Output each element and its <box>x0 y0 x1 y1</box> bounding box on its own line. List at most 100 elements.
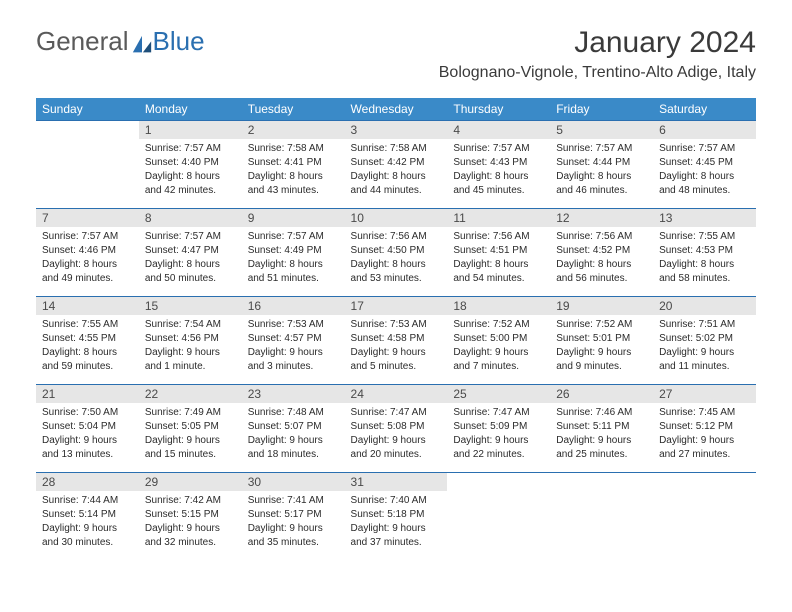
date-number: 28 <box>36 473 139 492</box>
sunrise-text: Sunrise: 7:50 AM <box>42 406 133 420</box>
day-detail-row: Sunrise: 7:57 AMSunset: 4:46 PMDaylight:… <box>36 227 756 297</box>
day1-text: Daylight: 8 hours <box>659 170 750 184</box>
date-number <box>36 121 139 140</box>
date-number: 31 <box>345 473 448 492</box>
sunrise-text: Sunrise: 7:54 AM <box>145 318 236 332</box>
day2-text: and 58 minutes. <box>659 272 750 286</box>
sunrise-text: Sunrise: 7:55 AM <box>659 230 750 244</box>
day1-text: Daylight: 8 hours <box>556 170 647 184</box>
day1-text: Daylight: 9 hours <box>659 434 750 448</box>
day1-text: Daylight: 9 hours <box>42 434 133 448</box>
brand-part2: Blue <box>153 26 205 57</box>
day-cell: Sunrise: 7:40 AMSunset: 5:18 PMDaylight:… <box>345 491 448 560</box>
day2-text: and 53 minutes. <box>351 272 442 286</box>
day2-text: and 13 minutes. <box>42 448 133 462</box>
day-cell: Sunrise: 7:51 AMSunset: 5:02 PMDaylight:… <box>653 315 756 385</box>
day1-text: Daylight: 9 hours <box>42 522 133 536</box>
day2-text: and 42 minutes. <box>145 184 236 198</box>
day-cell: Sunrise: 7:45 AMSunset: 5:12 PMDaylight:… <box>653 403 756 473</box>
date-number: 7 <box>36 209 139 228</box>
day-cell: Sunrise: 7:57 AMSunset: 4:45 PMDaylight:… <box>653 139 756 209</box>
date-number: 26 <box>550 385 653 404</box>
date-number: 3 <box>345 121 448 140</box>
day-cell: Sunrise: 7:56 AMSunset: 4:50 PMDaylight:… <box>345 227 448 297</box>
brand-part1: General <box>36 26 129 57</box>
day2-text: and 1 minute. <box>145 360 236 374</box>
day-cell: Sunrise: 7:52 AMSunset: 5:00 PMDaylight:… <box>447 315 550 385</box>
sunset-text: Sunset: 4:57 PM <box>248 332 339 346</box>
header: General Blue January 2024 Bolognano-Vign… <box>0 0 792 86</box>
day2-text: and 11 minutes. <box>659 360 750 374</box>
day-header: Friday <box>550 98 653 121</box>
date-number: 11 <box>447 209 550 228</box>
sunset-text: Sunset: 4:55 PM <box>42 332 133 346</box>
day1-text: Daylight: 8 hours <box>659 258 750 272</box>
date-number: 4 <box>447 121 550 140</box>
day2-text: and 44 minutes. <box>351 184 442 198</box>
date-number: 21 <box>36 385 139 404</box>
day1-text: Daylight: 8 hours <box>42 346 133 360</box>
day1-text: Daylight: 9 hours <box>145 522 236 536</box>
sunrise-text: Sunrise: 7:56 AM <box>556 230 647 244</box>
day2-text: and 48 minutes. <box>659 184 750 198</box>
sunrise-text: Sunrise: 7:45 AM <box>659 406 750 420</box>
sunset-text: Sunset: 4:41 PM <box>248 156 339 170</box>
date-number: 23 <box>242 385 345 404</box>
sunset-text: Sunset: 5:04 PM <box>42 420 133 434</box>
day1-text: Daylight: 9 hours <box>659 346 750 360</box>
date-number: 27 <box>653 385 756 404</box>
day-cell <box>550 491 653 560</box>
day1-text: Daylight: 9 hours <box>453 434 544 448</box>
day2-text: and 20 minutes. <box>351 448 442 462</box>
day-cell: Sunrise: 7:57 AMSunset: 4:40 PMDaylight:… <box>139 139 242 209</box>
sunrise-text: Sunrise: 7:47 AM <box>453 406 544 420</box>
date-number: 20 <box>653 297 756 316</box>
day-header: Saturday <box>653 98 756 121</box>
sunset-text: Sunset: 4:44 PM <box>556 156 647 170</box>
day1-text: Daylight: 8 hours <box>42 258 133 272</box>
date-number: 29 <box>139 473 242 492</box>
day-cell: Sunrise: 7:47 AMSunset: 5:08 PMDaylight:… <box>345 403 448 473</box>
location: Bolognano-Vignole, Trentino-Alto Adige, … <box>439 64 756 82</box>
sunset-text: Sunset: 5:05 PM <box>145 420 236 434</box>
sunset-text: Sunset: 4:50 PM <box>351 244 442 258</box>
date-number <box>550 473 653 492</box>
day-cell: Sunrise: 7:57 AMSunset: 4:43 PMDaylight:… <box>447 139 550 209</box>
sunset-text: Sunset: 5:00 PM <box>453 332 544 346</box>
day-cell: Sunrise: 7:47 AMSunset: 5:09 PMDaylight:… <box>447 403 550 473</box>
sunrise-text: Sunrise: 7:53 AM <box>351 318 442 332</box>
day1-text: Daylight: 9 hours <box>556 434 647 448</box>
sunrise-text: Sunrise: 7:40 AM <box>351 494 442 508</box>
day2-text: and 43 minutes. <box>248 184 339 198</box>
sunset-text: Sunset: 5:02 PM <box>659 332 750 346</box>
date-number: 12 <box>550 209 653 228</box>
day1-text: Daylight: 9 hours <box>351 522 442 536</box>
day-cell: Sunrise: 7:44 AMSunset: 5:14 PMDaylight:… <box>36 491 139 560</box>
day2-text: and 27 minutes. <box>659 448 750 462</box>
sunset-text: Sunset: 4:47 PM <box>145 244 236 258</box>
day1-text: Daylight: 8 hours <box>556 258 647 272</box>
day-header: Monday <box>139 98 242 121</box>
sunset-text: Sunset: 4:52 PM <box>556 244 647 258</box>
day2-text: and 35 minutes. <box>248 536 339 550</box>
day-detail-row: Sunrise: 7:55 AMSunset: 4:55 PMDaylight:… <box>36 315 756 385</box>
day-header: Thursday <box>447 98 550 121</box>
day1-text: Daylight: 8 hours <box>248 258 339 272</box>
day-detail-row: Sunrise: 7:44 AMSunset: 5:14 PMDaylight:… <box>36 491 756 560</box>
day1-text: Daylight: 9 hours <box>145 346 236 360</box>
date-number: 5 <box>550 121 653 140</box>
day-cell: Sunrise: 7:41 AMSunset: 5:17 PMDaylight:… <box>242 491 345 560</box>
day-cell: Sunrise: 7:52 AMSunset: 5:01 PMDaylight:… <box>550 315 653 385</box>
calendar-table: SundayMondayTuesdayWednesdayThursdayFrid… <box>36 98 756 560</box>
date-number <box>447 473 550 492</box>
sunset-text: Sunset: 5:14 PM <box>42 508 133 522</box>
day2-text: and 18 minutes. <box>248 448 339 462</box>
day1-text: Daylight: 9 hours <box>351 434 442 448</box>
sunrise-text: Sunrise: 7:47 AM <box>351 406 442 420</box>
sunrise-text: Sunrise: 7:52 AM <box>556 318 647 332</box>
day-cell: Sunrise: 7:48 AMSunset: 5:07 PMDaylight:… <box>242 403 345 473</box>
day2-text: and 46 minutes. <box>556 184 647 198</box>
day-header: Wednesday <box>345 98 448 121</box>
date-number: 30 <box>242 473 345 492</box>
sunset-text: Sunset: 4:46 PM <box>42 244 133 258</box>
